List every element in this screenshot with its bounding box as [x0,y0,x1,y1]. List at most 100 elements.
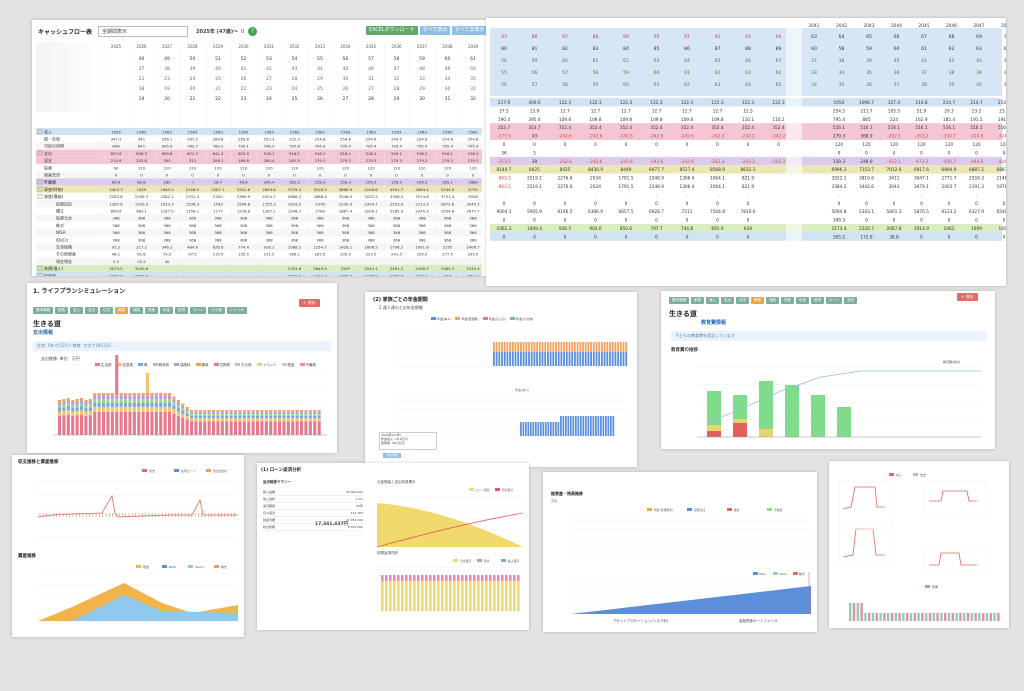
value-cell: 368 [112,216,120,221]
value-cell: 120 [342,165,350,170]
bar [875,613,878,621]
year-header: 2044 [891,23,902,29]
value-cell: 0 [594,218,597,224]
view-select[interactable]: 全期間表示 [98,26,188,37]
show-all-button[interactable]: すべて表示 [420,26,451,35]
tab-0[interactable]: 基本情報 [33,307,53,314]
bar-segment [110,406,114,412]
bar-segment [260,421,264,435]
tab-6[interactable]: 保険 [130,307,143,314]
hide-all-button[interactable]: すべて非表示 [452,26,486,35]
bar-segment [229,413,233,416]
bar-segment [119,411,123,435]
bar-segment [137,395,141,400]
tab-4[interactable]: 住宅 [100,307,113,314]
value-cell: 151.5 [264,252,275,257]
tab-5[interactable]: 教育 [115,307,128,314]
age-cell: 92 [715,34,721,40]
tab-4[interactable]: 住宅 [736,297,749,304]
value-cell: 120 [862,142,870,148]
row-band [36,149,482,157]
value-cell: 0 [747,201,750,207]
value-cell: 120 [265,165,273,170]
bar-segment [128,399,132,403]
value-cell: 353.7 [528,125,541,131]
bar [619,342,622,352]
value-cell: - [976,193,978,198]
value-cell: 2713.3 [415,201,429,206]
row-label: NISA [56,230,66,235]
value-cell: 211.7 [860,108,873,114]
tab-7[interactable]: 資産 [145,307,158,314]
bar [852,603,856,621]
value-cell: - [948,193,950,198]
bar-segment [304,410,308,412]
bar [598,342,601,352]
tab-5[interactable]: 教育 [751,297,764,304]
tab-9[interactable]: 投資 [811,297,824,304]
bar-segment [102,399,106,403]
tab-3[interactable]: 支出 [85,307,98,314]
age-cell: 30 [419,96,425,102]
bar [595,342,598,352]
tab-0[interactable]: 基本情報 [669,297,689,304]
tab-11[interactable]: その他 [208,307,225,314]
value-cell: 368 [469,223,477,228]
tab-12[interactable]: シナリオ [226,307,247,314]
tab-9[interactable]: 投資 [175,307,188,314]
legend-item: 生活費 [95,363,112,368]
tab-2[interactable]: 収入 [706,297,719,304]
year-header: 2035 [366,44,377,49]
bar-segment [256,421,260,435]
value-cell: 341 [138,137,146,142]
tab-8[interactable]: 年金 [160,307,173,314]
value-cell: 0 [564,142,567,148]
education-save-button[interactable]: + 保存 [957,293,978,301]
tab-10[interactable]: ローン [826,297,843,304]
education-chart [697,366,981,438]
bar-segment [291,413,295,416]
bar [571,352,574,366]
bar [868,613,871,621]
bar [509,581,512,611]
bar-segment [88,401,92,405]
value-cell: 368 [342,223,350,228]
help-icon[interactable]: ? [248,27,257,36]
bar-segment [58,408,62,412]
row-band [36,171,482,179]
value-cell: 2299.3 [135,194,149,199]
education-legend: 教育費(合計) [943,360,961,364]
tab-1[interactable]: 家族 [691,297,704,304]
tab-1[interactable]: 家族 [55,307,68,314]
value-cell: 241.5 [391,252,402,257]
value-cell: -450.7 [942,159,956,165]
bar [497,575,500,581]
bar [389,575,392,581]
value-cell: 0 [893,201,896,207]
tab-10[interactable]: ローン [190,307,207,314]
bar [552,422,555,436]
legend-swatch [687,508,692,511]
legend-swatch [188,565,193,568]
value-cell: 626.6 [213,245,224,250]
lifeplan-save-button[interactable]: + 保存 [299,299,320,307]
tab-2[interactable]: 収入 [70,307,83,314]
age-cell: 31 [470,86,476,92]
bar-segment [154,395,158,400]
value-cell: 0 [370,173,373,178]
age-cell: 65 [715,58,721,64]
tab-7[interactable]: 資産 [781,297,794,304]
value-cell: 2320 [213,194,223,199]
bar [477,575,480,581]
tab-8[interactable]: 年金 [796,297,809,304]
tab-11[interactable]: 設定 [844,297,858,304]
tab-3[interactable]: 支出 [721,297,734,304]
bar [606,352,609,366]
lifeplan-chart-title: 支出推移: 単位：万円 [41,356,80,361]
tab-6[interactable]: 保険 [766,297,779,304]
excel-download-button[interactable]: EXCELダウンロード [366,26,418,35]
value-cell: 1096.7 [859,100,874,106]
period-value[interactable]: 0 [241,29,245,35]
value-cell: 120 [917,142,925,148]
bar [530,342,533,352]
